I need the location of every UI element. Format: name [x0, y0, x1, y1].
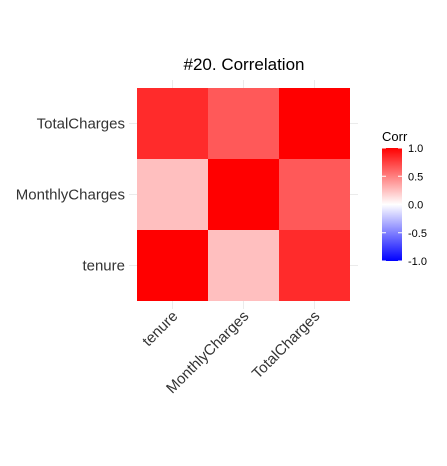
- legend-title: Corr: [382, 129, 408, 144]
- x-tick-label: TotalCharges: [249, 308, 324, 383]
- heatmap-cell-tenure-tenure: [137, 230, 208, 301]
- heatmap-cell-TotalCharges-MonthlyCharges: [208, 88, 279, 159]
- legend: Corr 1.0 0.5 0.0 -0.5 -1.0: [382, 129, 427, 268]
- heatmap-cell-MonthlyCharges-TotalCharges: [279, 159, 350, 230]
- heatmap-cell-tenure-MonthlyCharges: [208, 230, 279, 301]
- y-tick-label: TotalCharges: [37, 116, 125, 133]
- legend-tick-label: 0.5: [408, 171, 423, 183]
- heatmap-cell-TotalCharges-TotalCharges: [279, 88, 350, 159]
- y-tick-label: MonthlyCharges: [16, 187, 125, 204]
- legend-tick-label: -1.0: [408, 256, 427, 268]
- heatmap-cell-tenure-TotalCharges: [279, 230, 350, 301]
- heatmap-cell-TotalCharges-tenure: [137, 88, 208, 159]
- y-tick-label: tenure: [82, 258, 125, 275]
- chart-title: #20. Correlation: [184, 55, 305, 74]
- legend-tick-label: 0.0: [408, 200, 423, 212]
- x-tick-label: tenure: [139, 308, 181, 350]
- legend-colorbar: [382, 148, 402, 261]
- legend-tick-label: -0.5: [408, 228, 427, 240]
- legend-tick-label: 1.0: [408, 143, 423, 155]
- heatmap-cells: [137, 88, 350, 301]
- y-axis-labels: tenure MonthlyCharges TotalCharges: [16, 116, 125, 275]
- heatmap-cell-MonthlyCharges-tenure: [137, 159, 208, 230]
- heatmap-cell-MonthlyCharges-MonthlyCharges: [208, 159, 279, 230]
- legend-ticks: 1.0 0.5 0.0 -0.5 -1.0: [382, 143, 427, 268]
